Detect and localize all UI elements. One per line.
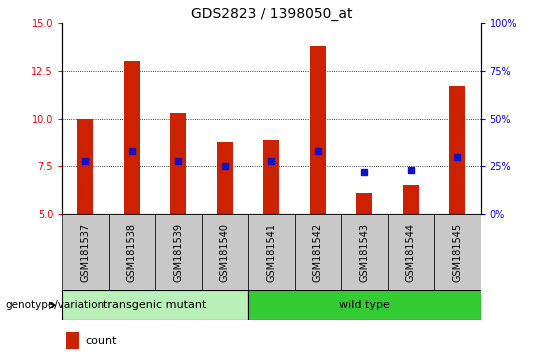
Text: count: count (85, 336, 117, 346)
Bar (201, 214, 248, 290)
Bar (217, 142, 233, 214)
Text: GSM181544: GSM181544 (406, 223, 416, 282)
Text: genotype/variation: genotype/variation (5, 300, 105, 310)
Bar (124, 61, 140, 214)
Text: transgenic mutant: transgenic mutant (104, 300, 207, 310)
Bar (341, 214, 388, 290)
Text: GSM181538: GSM181538 (127, 223, 137, 282)
Point (360, 169, 369, 175)
Bar (449, 86, 465, 214)
Bar (62, 290, 248, 320)
Point (267, 158, 276, 164)
Point (453, 154, 462, 160)
Bar (434, 214, 481, 290)
Text: GSM181543: GSM181543 (359, 223, 369, 282)
Point (407, 167, 415, 173)
Bar (356, 193, 373, 214)
Text: GSM181537: GSM181537 (80, 223, 90, 282)
Title: GDS2823 / 1398050_at: GDS2823 / 1398050_at (191, 7, 352, 21)
Bar (263, 139, 280, 214)
Text: wild type: wild type (339, 300, 390, 310)
Text: GSM181540: GSM181540 (220, 223, 230, 282)
Bar (295, 214, 341, 290)
Bar (62, 214, 109, 290)
Text: GSM181545: GSM181545 (453, 223, 462, 282)
Point (174, 158, 183, 164)
Point (81, 158, 90, 164)
Point (220, 164, 229, 169)
Point (314, 148, 322, 154)
Bar (66, 332, 79, 349)
Text: GSM181539: GSM181539 (173, 223, 184, 282)
Bar (248, 290, 481, 320)
Text: GSM181541: GSM181541 (266, 223, 276, 282)
Bar (403, 185, 419, 214)
Bar (310, 46, 326, 214)
Text: GSM181542: GSM181542 (313, 223, 323, 282)
Bar (388, 214, 434, 290)
Bar (248, 214, 295, 290)
Point (127, 148, 136, 154)
Bar (155, 214, 201, 290)
Bar (109, 214, 155, 290)
Bar (77, 119, 93, 214)
Bar (170, 113, 186, 214)
